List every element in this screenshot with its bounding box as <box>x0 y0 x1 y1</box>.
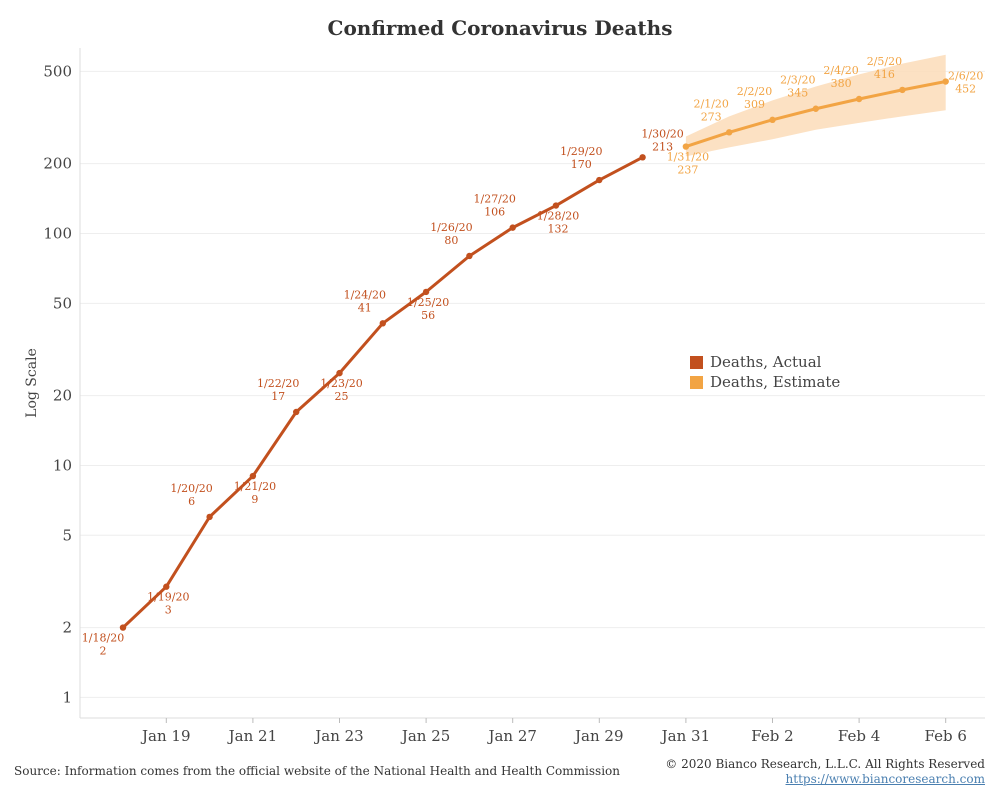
y-tick-label: 5 <box>62 526 72 544</box>
copyright-block: © 2020 Bianco Research, L.L.C. All Right… <box>665 757 985 787</box>
point-actual <box>596 176 603 184</box>
data-label-date: 1/28/20 <box>537 210 579 223</box>
data-label-value: 452 <box>955 83 976 96</box>
data-label-value: 416 <box>874 68 895 81</box>
data-label-value: 80 <box>444 234 458 247</box>
estimate-confidence-band <box>685 54 946 157</box>
data-label-date: 1/18/20 <box>82 632 124 645</box>
source-note: Source: Information comes from the offic… <box>14 764 620 778</box>
point-actual <box>639 154 646 161</box>
data-label-date: 1/19/20 <box>147 591 189 604</box>
data-label-date: 2/2/20 <box>737 85 772 98</box>
legend-item-estimate[interactable]: Deaths, Estimate <box>690 372 840 392</box>
point-actual <box>249 472 257 480</box>
y-tick-label: 200 <box>43 155 72 173</box>
point-estimate <box>855 95 863 103</box>
point-estimate <box>812 105 819 112</box>
data-label-value: 213 <box>652 140 673 153</box>
data-label-date: 2/1/20 <box>693 97 728 110</box>
website-link[interactable]: https://www.biancoresearch.com <box>785 772 985 786</box>
legend-label-estimate: Deaths, Estimate <box>710 373 841 391</box>
x-tick-label: Jan 23 <box>313 727 363 745</box>
y-tick-label: 1 <box>62 688 72 706</box>
data-label-value: 106 <box>484 206 505 219</box>
chart-title: Confirmed Coronavirus Deaths <box>327 16 673 40</box>
y-tick-label: 2 <box>62 619 72 637</box>
x-tick-label: Feb 2 <box>751 727 793 745</box>
data-labels: 1/18/2021/19/2031/20/2061/21/2091/22/201… <box>82 55 984 658</box>
gridlines <box>80 70 985 698</box>
y-tick-label: 500 <box>43 62 72 80</box>
data-label-value: 2 <box>100 645 107 658</box>
point-actual <box>163 583 170 590</box>
point-actual <box>336 369 343 377</box>
x-tick-label: Jan 31 <box>660 727 710 745</box>
point-estimate <box>942 78 949 85</box>
point-actual <box>119 624 127 631</box>
point-actual <box>552 202 560 209</box>
data-label-value: 309 <box>744 98 765 111</box>
point-actual <box>422 288 430 296</box>
legend-label-actual: Deaths, Actual <box>710 353 822 371</box>
data-label-date: 1/22/20 <box>257 377 299 390</box>
data-label-date: 1/31/20 <box>667 151 709 164</box>
data-label-value: 17 <box>271 390 285 403</box>
data-label-date: 1/23/20 <box>320 377 362 390</box>
data-label-date: 1/20/20 <box>170 482 212 495</box>
legend: Deaths, Actual Deaths, Estimate <box>690 352 840 392</box>
copyright-text: © 2020 Bianco Research, L.L.C. All Right… <box>665 757 985 771</box>
point-actual <box>509 224 516 231</box>
data-label-date: 1/30/20 <box>641 127 683 140</box>
point-estimate <box>899 86 906 94</box>
data-label-value: 345 <box>787 87 808 100</box>
data-points <box>119 78 949 631</box>
y-tick-label: 20 <box>53 387 72 405</box>
data-label-date: 2/6/20 <box>948 70 983 83</box>
point-estimate <box>682 143 690 150</box>
x-tick-label: Jan 29 <box>573 727 623 745</box>
point-estimate <box>726 129 733 136</box>
data-label-date: 1/26/20 <box>430 221 472 234</box>
legend-swatch-estimate <box>690 375 703 389</box>
data-label-date: 2/5/20 <box>867 55 902 68</box>
data-label-date: 1/21/20 <box>234 480 276 493</box>
data-label-date: 1/27/20 <box>473 193 515 206</box>
x-tick-label: Jan 19 <box>140 727 190 745</box>
data-label-date: 2/4/20 <box>823 64 858 77</box>
x-tick-label: Feb 6 <box>925 727 967 745</box>
legend-swatch-actual <box>690 355 703 369</box>
y-tick-label: 10 <box>53 456 72 474</box>
point-actual <box>293 408 300 416</box>
x-tick-label: Jan 25 <box>400 727 450 745</box>
data-label-date: 2/3/20 <box>780 74 815 87</box>
data-label-date: 1/29/20 <box>560 145 602 158</box>
data-label-value: 380 <box>831 77 852 90</box>
point-actual <box>466 252 473 260</box>
data-label-value: 3 <box>165 604 172 617</box>
data-label-value: 56 <box>421 309 435 322</box>
point-estimate <box>769 116 776 124</box>
y-tick-label: 100 <box>43 224 72 242</box>
legend-item-actual[interactable]: Deaths, Actual <box>690 352 840 372</box>
data-label-date: 1/24/20 <box>344 288 386 301</box>
y-tick-label: 50 <box>53 294 72 312</box>
data-label-value: 237 <box>677 164 698 177</box>
data-label-value: 9 <box>251 493 258 506</box>
x-tick-label: Feb 4 <box>838 727 880 745</box>
data-label-value: 273 <box>701 110 722 123</box>
data-label-value: 41 <box>358 301 372 314</box>
data-label-value: 6 <box>188 495 195 508</box>
point-actual <box>379 320 386 327</box>
data-label-value: 170 <box>571 158 592 171</box>
data-label-value: 132 <box>548 223 569 236</box>
data-label-date: 1/25/20 <box>407 296 449 309</box>
x-tick-label: Jan 27 <box>486 727 536 745</box>
point-actual <box>206 513 213 521</box>
x-tick-label: Jan 21 <box>227 727 277 745</box>
data-label-value: 25 <box>335 390 349 403</box>
estimate-band <box>685 54 946 157</box>
